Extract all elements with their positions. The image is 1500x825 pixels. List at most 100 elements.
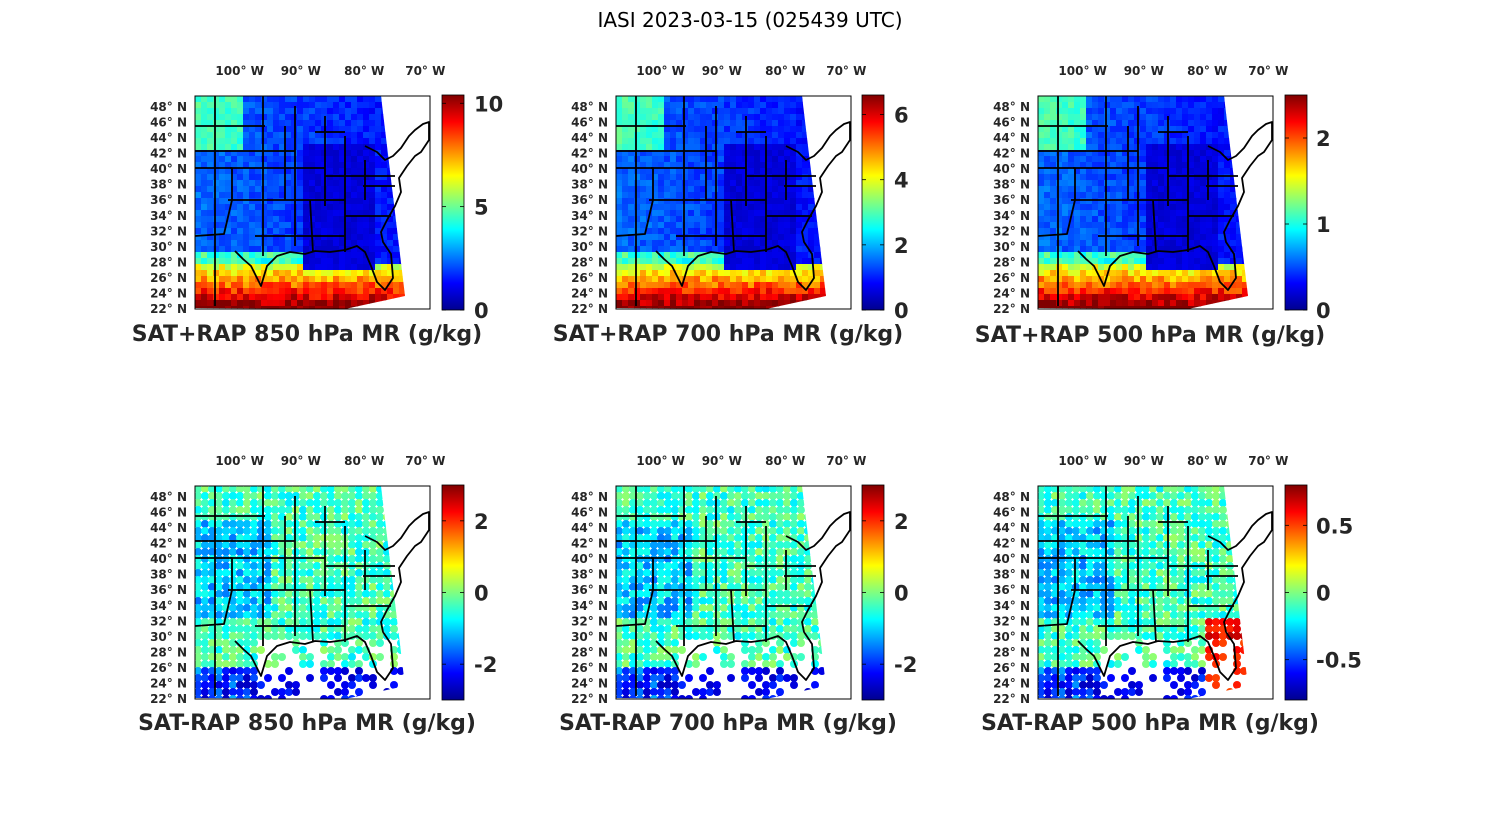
data-cell bbox=[387, 192, 394, 199]
data-cell bbox=[652, 102, 659, 109]
data-cell bbox=[1152, 114, 1159, 121]
data-point bbox=[215, 486, 223, 493]
data-cell bbox=[622, 144, 629, 151]
data-cell bbox=[1074, 258, 1081, 265]
data-cell bbox=[646, 120, 653, 127]
data-point bbox=[271, 513, 279, 521]
data-point bbox=[208, 569, 216, 577]
data-point bbox=[369, 639, 377, 647]
data-cell bbox=[1170, 114, 1177, 121]
data-point bbox=[306, 569, 314, 577]
data-cell bbox=[351, 252, 358, 259]
data-cell bbox=[724, 294, 731, 301]
data-cell bbox=[1068, 132, 1075, 139]
data-point bbox=[201, 520, 209, 528]
data-point bbox=[629, 506, 637, 514]
data-point bbox=[264, 576, 272, 584]
data-cell bbox=[327, 210, 334, 217]
data-point bbox=[320, 534, 328, 542]
data-cell bbox=[1206, 132, 1213, 139]
data-point bbox=[797, 576, 805, 584]
data-point bbox=[755, 506, 763, 514]
data-point bbox=[355, 597, 363, 605]
data-cell bbox=[664, 300, 671, 307]
data-cell bbox=[333, 174, 340, 181]
data-cell bbox=[1128, 102, 1135, 109]
data-cell bbox=[207, 108, 214, 115]
data-point bbox=[643, 499, 651, 507]
data-cell bbox=[1236, 264, 1243, 271]
data-cell bbox=[1104, 294, 1111, 301]
data-cell bbox=[219, 258, 226, 265]
data-cell bbox=[1092, 180, 1099, 187]
data-cell bbox=[802, 96, 809, 103]
data-cell bbox=[634, 234, 641, 241]
data-cell bbox=[670, 114, 677, 121]
data-cell bbox=[646, 150, 653, 157]
data-cell bbox=[1218, 300, 1225, 307]
data-cell bbox=[207, 186, 214, 193]
data-point bbox=[376, 555, 384, 563]
data-point bbox=[250, 506, 258, 514]
data-cell bbox=[700, 132, 707, 139]
data-cell bbox=[706, 96, 713, 103]
data-cell bbox=[802, 198, 809, 205]
lon-tick-label: 80° W bbox=[344, 454, 384, 468]
data-cell bbox=[279, 162, 286, 169]
data-point bbox=[243, 674, 251, 682]
data-cell bbox=[1056, 270, 1063, 277]
data-cell bbox=[195, 216, 202, 223]
data-cell bbox=[736, 216, 743, 223]
data-cell bbox=[1206, 186, 1213, 193]
data-cell bbox=[369, 102, 376, 109]
data-cell bbox=[682, 240, 689, 247]
data-point bbox=[320, 618, 328, 626]
data-cell bbox=[1080, 150, 1087, 157]
data-cell bbox=[363, 222, 370, 229]
data-cell bbox=[784, 162, 791, 169]
data-cell bbox=[742, 246, 749, 253]
data-cell bbox=[1134, 288, 1141, 295]
data-cell bbox=[682, 180, 689, 187]
data-cell bbox=[267, 120, 274, 127]
data-point bbox=[313, 499, 321, 507]
data-cell bbox=[754, 228, 761, 235]
data-cell bbox=[291, 306, 298, 309]
data-point bbox=[657, 597, 665, 605]
data-cell bbox=[646, 96, 653, 103]
data-cell bbox=[634, 228, 641, 235]
data-cell bbox=[345, 264, 352, 271]
data-point bbox=[195, 583, 202, 591]
data-cell bbox=[1176, 162, 1183, 169]
data-cell bbox=[784, 264, 791, 271]
data-cell bbox=[1056, 186, 1063, 193]
data-cell bbox=[1230, 222, 1237, 229]
data-cell bbox=[718, 258, 725, 265]
data-cell bbox=[778, 156, 785, 163]
data-cell bbox=[225, 162, 232, 169]
data-point bbox=[250, 639, 258, 647]
data-cell bbox=[321, 234, 328, 241]
data-cell bbox=[820, 252, 826, 259]
data-cell bbox=[351, 138, 358, 145]
data-cell bbox=[1074, 138, 1081, 145]
data-cell bbox=[369, 120, 376, 127]
data-cell bbox=[790, 132, 797, 139]
data-cell bbox=[303, 222, 310, 229]
data-cell bbox=[772, 132, 779, 139]
data-point bbox=[285, 492, 293, 500]
data-cell bbox=[1236, 270, 1243, 277]
data-cell bbox=[724, 168, 731, 175]
data-cell bbox=[1212, 258, 1219, 265]
data-point bbox=[341, 506, 349, 514]
data-point bbox=[713, 576, 721, 584]
data-point bbox=[222, 486, 230, 493]
data-cell bbox=[1086, 114, 1093, 121]
data-cell bbox=[243, 180, 250, 187]
data-cell bbox=[297, 264, 304, 271]
data-cell bbox=[369, 294, 376, 301]
data-cell bbox=[1134, 270, 1141, 277]
data-cell bbox=[399, 276, 405, 283]
data-cell bbox=[387, 186, 394, 193]
data-point bbox=[650, 555, 658, 563]
